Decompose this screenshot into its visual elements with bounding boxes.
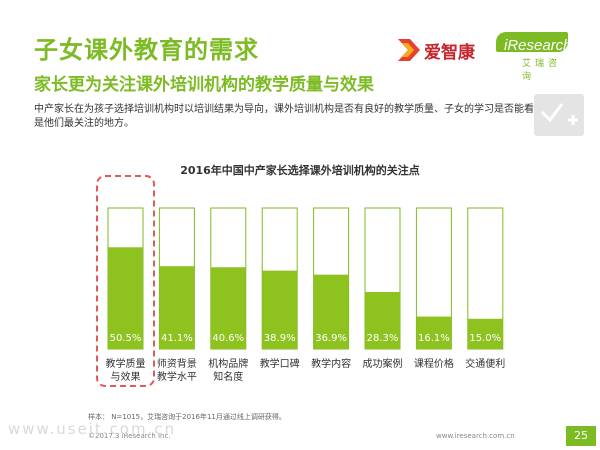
decorative-math-icon — [534, 94, 584, 136]
bar — [210, 267, 246, 349]
data-label: 41.1% — [161, 333, 193, 344]
data-label: 40.6% — [212, 333, 244, 344]
iresearch-logo-text: iResearch — [504, 37, 572, 54]
category-label: 课程价格 — [414, 357, 454, 370]
bar — [262, 270, 298, 349]
highlight-box — [96, 175, 155, 387]
watermark-text: www.useit.com.cn — [8, 420, 177, 438]
aizhikang-logo-text: 爱智康 — [424, 42, 475, 63]
page-subtitle: 家长更为关注课外培训机构的教学质量与效果 — [34, 75, 374, 95]
iresearch-logo-subtext: 艾瑞咨询 — [522, 59, 562, 82]
data-label: 38.9% — [264, 333, 296, 344]
chart-title: 2016年中国中产家长选择课外培训机构的关注点 — [180, 164, 420, 177]
data-label: 28.3% — [367, 333, 399, 344]
data-label: 50.5% — [110, 333, 142, 344]
category-label: 交通便利 — [465, 357, 505, 370]
category-label: 成功案例 — [363, 357, 403, 370]
category-label: 知名度 — [213, 370, 243, 383]
page-title: 子女课外教育的需求 — [34, 36, 259, 64]
iresearch-logo-badge: iResearch — [496, 32, 572, 54]
data-label: 15.0% — [469, 333, 501, 344]
page-number: 25 — [566, 426, 596, 446]
bar — [365, 291, 400, 349]
category-label: 与效果 — [111, 370, 141, 383]
sample-note: 样本： N=1015，艾瑞咨询于2016年11月通过线上调研获得。 — [88, 413, 286, 421]
iresearch-logo: iResearch 艾瑞咨询 — [496, 26, 572, 82]
category-label: 教学内容 — [311, 357, 351, 370]
data-label: 16.1% — [418, 333, 450, 344]
description-text: 中产家长在为孩子选择培训机构时以培训结果为导向，课外培训机构是否有良好的教学质量… — [34, 104, 564, 129]
aizhikang-logo: 爱智康 — [398, 36, 475, 64]
bar — [108, 247, 143, 349]
bar — [313, 274, 349, 349]
bar — [416, 316, 452, 349]
aizhikang-logo-icon — [398, 39, 420, 61]
category-label: 机构品牌 — [208, 357, 248, 370]
category-label: 师资背景 — [157, 357, 197, 370]
bar — [467, 318, 503, 349]
category-label: 教学水平 — [157, 370, 197, 383]
category-label: 教学口碑 — [260, 357, 300, 370]
copyright-text: ©2017.3 iResearch Inc. — [88, 432, 171, 440]
data-label: 36.9% — [315, 333, 347, 344]
bar — [159, 266, 195, 349]
category-label: 教学质量 — [106, 357, 146, 370]
website-text: www.iresearch.com.cn — [436, 432, 515, 440]
